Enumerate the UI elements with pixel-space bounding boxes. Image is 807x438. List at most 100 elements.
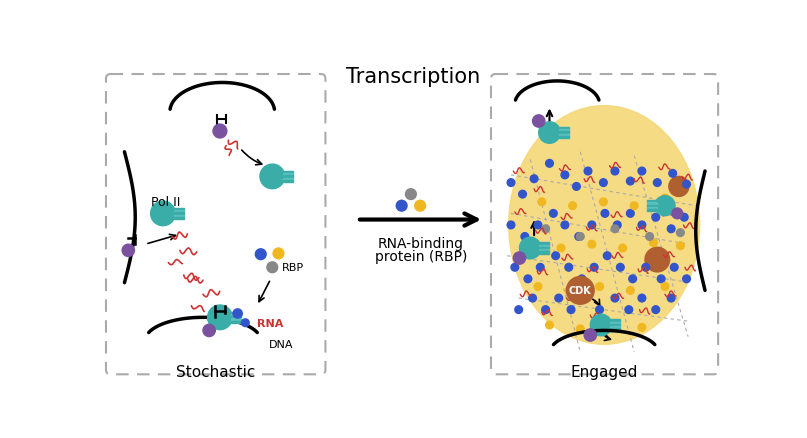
Circle shape [671, 264, 678, 272]
Bar [646, 203, 657, 205]
Circle shape [611, 295, 619, 302]
Bar [174, 210, 184, 213]
Circle shape [267, 262, 278, 273]
Bar [174, 213, 184, 215]
Circle shape [629, 276, 637, 283]
Circle shape [680, 214, 688, 222]
Circle shape [519, 191, 526, 198]
Bar [540, 250, 550, 252]
Bar [283, 176, 293, 178]
Bar [231, 321, 240, 323]
Circle shape [529, 295, 537, 302]
Bar [558, 132, 569, 134]
Circle shape [630, 202, 638, 210]
Circle shape [151, 201, 175, 226]
FancyBboxPatch shape [491, 75, 718, 374]
Circle shape [550, 210, 557, 218]
Circle shape [601, 210, 608, 218]
Bar [558, 127, 569, 130]
Text: Engaged: Engaged [571, 364, 638, 379]
Text: Stochastic: Stochastic [176, 364, 255, 379]
Circle shape [576, 325, 584, 333]
Text: Transcription: Transcription [346, 67, 480, 86]
Bar [558, 130, 569, 132]
Text: RBP: RBP [282, 263, 303, 273]
Bar [174, 217, 184, 219]
Circle shape [638, 295, 646, 302]
Bar [283, 178, 293, 180]
Circle shape [584, 329, 596, 341]
Bar [646, 205, 657, 207]
Circle shape [667, 226, 675, 233]
Text: DNA: DNA [269, 339, 293, 350]
Circle shape [642, 264, 650, 272]
Bar [610, 329, 621, 331]
Circle shape [607, 321, 615, 329]
Circle shape [596, 306, 604, 314]
Bar [610, 322, 621, 324]
Circle shape [646, 233, 654, 241]
Circle shape [657, 276, 665, 283]
Bar [610, 326, 621, 329]
Circle shape [260, 165, 285, 189]
Circle shape [567, 277, 594, 304]
Circle shape [507, 222, 515, 229]
Circle shape [546, 160, 554, 168]
Bar [231, 312, 240, 314]
Circle shape [655, 196, 675, 216]
Circle shape [669, 177, 689, 197]
Bar [646, 201, 657, 203]
Circle shape [552, 252, 559, 260]
Circle shape [555, 295, 562, 302]
Text: RNA: RNA [257, 318, 283, 328]
Circle shape [561, 222, 569, 229]
Bar [610, 320, 621, 322]
Circle shape [273, 248, 284, 259]
Circle shape [569, 202, 576, 210]
Circle shape [526, 241, 534, 248]
Circle shape [575, 233, 583, 241]
Circle shape [561, 172, 569, 179]
Circle shape [652, 306, 659, 314]
Ellipse shape [508, 106, 700, 345]
Circle shape [255, 249, 266, 260]
Circle shape [530, 176, 538, 183]
Circle shape [625, 306, 633, 314]
Circle shape [576, 233, 584, 241]
Circle shape [537, 264, 544, 272]
Circle shape [405, 189, 416, 200]
Bar [610, 324, 621, 326]
Bar [540, 252, 550, 254]
Bar [231, 316, 240, 319]
Circle shape [604, 252, 611, 260]
Circle shape [203, 325, 215, 337]
Circle shape [611, 168, 619, 176]
Bar [283, 173, 293, 176]
Circle shape [511, 264, 519, 272]
Circle shape [590, 314, 612, 336]
Circle shape [600, 198, 607, 206]
Circle shape [539, 123, 560, 144]
Circle shape [683, 276, 691, 283]
Bar [646, 207, 657, 210]
Circle shape [541, 226, 550, 233]
Circle shape [611, 226, 619, 233]
Bar [540, 245, 550, 247]
Circle shape [541, 306, 550, 314]
Circle shape [233, 309, 242, 318]
Circle shape [619, 244, 626, 252]
Circle shape [676, 242, 684, 250]
Circle shape [520, 238, 541, 259]
Circle shape [626, 287, 634, 295]
Circle shape [645, 248, 670, 272]
Circle shape [584, 168, 592, 176]
Circle shape [667, 295, 675, 302]
Circle shape [638, 324, 646, 332]
Circle shape [521, 233, 529, 241]
Bar [283, 171, 293, 173]
Circle shape [415, 201, 425, 212]
Circle shape [654, 179, 661, 187]
Circle shape [513, 252, 525, 265]
Circle shape [557, 244, 565, 252]
Text: RNA-binding: RNA-binding [378, 236, 464, 250]
